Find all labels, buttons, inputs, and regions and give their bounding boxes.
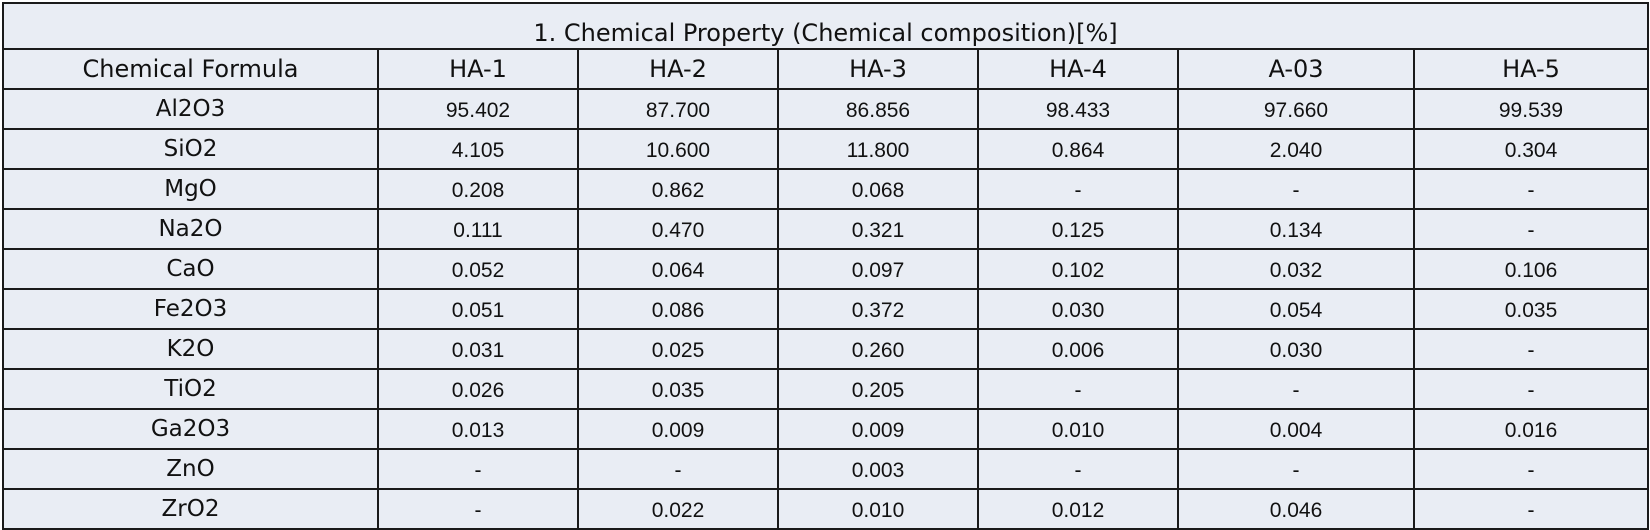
value-cell: 0.052 (377, 248, 579, 290)
value-cell: 0.031 (377, 328, 579, 370)
value-cell: 0.864 (977, 128, 1179, 170)
value-cell: - (377, 488, 579, 530)
value-cell: 0.035 (577, 368, 779, 410)
column-header-ha-5: HA-5 (1413, 48, 1649, 90)
value-cell: 0.012 (977, 488, 1179, 530)
value-cell: 0.321 (777, 208, 979, 250)
value-cell: 0.097 (777, 248, 979, 290)
column-header-ha-4: HA-4 (977, 48, 1179, 90)
value-cell: 0.013 (377, 408, 579, 450)
table-row: TiO2 0.026 0.035 0.205- - - (2, 368, 1649, 410)
table-row: Na2O 0.111 0.470 0.321 0.125 0.134- (2, 208, 1649, 250)
value-cell: - (1413, 208, 1649, 250)
value-cell: 0.134 (1177, 208, 1415, 250)
formula-cell: ZrO2 (2, 488, 379, 530)
value-cell: - (1413, 448, 1649, 490)
value-cell: - (1177, 368, 1415, 410)
value-cell: 0.064 (577, 248, 779, 290)
value-cell: - (1413, 368, 1649, 410)
formula-cell: MgO (2, 168, 379, 210)
value-cell: 0.054 (1177, 288, 1415, 330)
table-row: Fe2O3 0.051 0.086 0.372 0.030 0.054 0.035 (2, 288, 1649, 330)
formula-cell: Na2O (2, 208, 379, 250)
value-cell: 0.862 (577, 168, 779, 210)
value-cell: - (977, 168, 1179, 210)
header-row: Chemical Formula HA-1 HA-2 HA-3 HA-4 A-0… (2, 48, 1649, 90)
value-cell: - (377, 448, 579, 490)
column-header-ha-2: HA-2 (577, 48, 779, 90)
value-cell: 0.025 (577, 328, 779, 370)
value-cell: 0.086 (577, 288, 779, 330)
value-cell: - (1413, 328, 1649, 370)
column-header-a-03: A-03 (1177, 48, 1415, 90)
table-title: 1. Chemical Property (Chemical compositi… (2, 2, 1649, 50)
value-cell: 0.372 (777, 288, 979, 330)
formula-cell: Al2O3 (2, 88, 379, 130)
table-row: Ga2O3 0.013 0.009 0.009 0.010 0.004 0.016 (2, 408, 1649, 450)
table-row: MgO 0.208 0.862 0.068- - - (2, 168, 1649, 210)
column-header-ha-1: HA-1 (377, 48, 579, 90)
column-header-ha-3: HA-3 (777, 48, 979, 90)
value-cell: - (977, 368, 1179, 410)
value-cell: 0.125 (977, 208, 1179, 250)
value-cell: 0.051 (377, 288, 579, 330)
column-header-chemical-formula: Chemical Formula (2, 48, 379, 90)
value-cell: 4.105 (377, 128, 579, 170)
table-row: SiO2 4.105 10.600 11.800 0.864 2.040 0.304 (2, 128, 1649, 170)
value-cell: 0.010 (777, 488, 979, 530)
value-cell: 99.539 (1413, 88, 1649, 130)
value-cell: 0.009 (577, 408, 779, 450)
value-cell: - (1413, 488, 1649, 530)
value-cell: 0.304 (1413, 128, 1649, 170)
value-cell: - (1413, 168, 1649, 210)
value-cell: 86.856 (777, 88, 979, 130)
value-cell: 11.800 (777, 128, 979, 170)
value-cell: 0.102 (977, 248, 1179, 290)
value-cell: - (1177, 448, 1415, 490)
value-cell: 0.068 (777, 168, 979, 210)
value-cell: 95.402 (377, 88, 579, 130)
value-cell: 2.040 (1177, 128, 1415, 170)
value-cell: 0.205 (777, 368, 979, 410)
value-cell: 97.660 (1177, 88, 1415, 130)
value-cell: 0.009 (777, 408, 979, 450)
value-cell: - (577, 448, 779, 490)
table-row: Al2O3 95.402 87.700 86.856 98.433 97.660 99.53… (2, 88, 1649, 130)
formula-cell: K2O (2, 328, 379, 370)
value-cell: 0.030 (1177, 328, 1415, 370)
value-cell: 0.026 (377, 368, 579, 410)
value-cell: 0.004 (1177, 408, 1415, 450)
value-cell: - (977, 448, 1179, 490)
formula-cell: CaO (2, 248, 379, 290)
value-cell: 0.106 (1413, 248, 1649, 290)
value-cell: - (1177, 168, 1415, 210)
table-row: ZrO2-0.022 0.010 0.012 0.046- (2, 488, 1649, 530)
value-cell: 0.260 (777, 328, 979, 370)
value-cell: 0.006 (977, 328, 1179, 370)
value-cell: 0.030 (977, 288, 1179, 330)
value-cell: 0.111 (377, 208, 579, 250)
value-cell: 0.010 (977, 408, 1179, 450)
table-row: K2O 0.031 0.025 0.260 0.006 0.030- (2, 328, 1649, 370)
formula-cell: TiO2 (2, 368, 379, 410)
value-cell: 0.003 (777, 448, 979, 490)
value-cell: 10.600 (577, 128, 779, 170)
value-cell: 0.208 (377, 168, 579, 210)
value-cell: 0.016 (1413, 408, 1649, 450)
value-cell: 0.046 (1177, 488, 1415, 530)
table-row: ZnO - -0.003- - - (2, 448, 1649, 490)
value-cell: 0.470 (577, 208, 779, 250)
formula-cell: Ga2O3 (2, 408, 379, 450)
value-cell: 0.022 (577, 488, 779, 530)
value-cell: 0.035 (1413, 288, 1649, 330)
value-cell: 0.032 (1177, 248, 1415, 290)
formula-cell: ZnO (2, 448, 379, 490)
formula-cell: Fe2O3 (2, 288, 379, 330)
value-cell: 98.433 (977, 88, 1179, 130)
value-cell: 87.700 (577, 88, 779, 130)
formula-cell: SiO2 (2, 128, 379, 170)
table-row: CaO 0.052 0.064 0.097 0.102 0.032 0.106 (2, 248, 1649, 290)
